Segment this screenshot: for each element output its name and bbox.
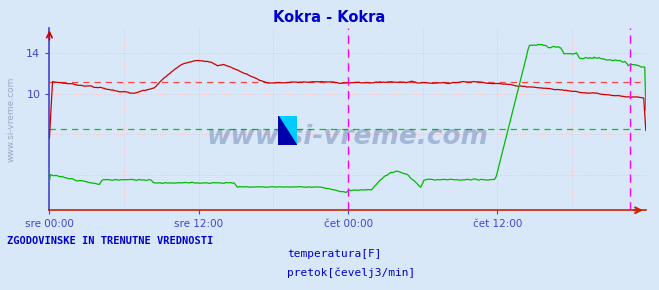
Text: www.si-vreme.com: www.si-vreme.com (6, 76, 15, 162)
Text: pretok[čevelj3/min]: pretok[čevelj3/min] (287, 268, 416, 278)
Text: temperatura[F]: temperatura[F] (287, 249, 382, 259)
Text: www.si-vreme.com: www.si-vreme.com (207, 124, 488, 150)
Text: Kokra - Kokra: Kokra - Kokra (273, 10, 386, 25)
Text: ZGODOVINSKE IN TRENUTNE VREDNOSTI: ZGODOVINSKE IN TRENUTNE VREDNOSTI (7, 235, 213, 246)
Polygon shape (278, 116, 297, 145)
Polygon shape (278, 116, 297, 145)
